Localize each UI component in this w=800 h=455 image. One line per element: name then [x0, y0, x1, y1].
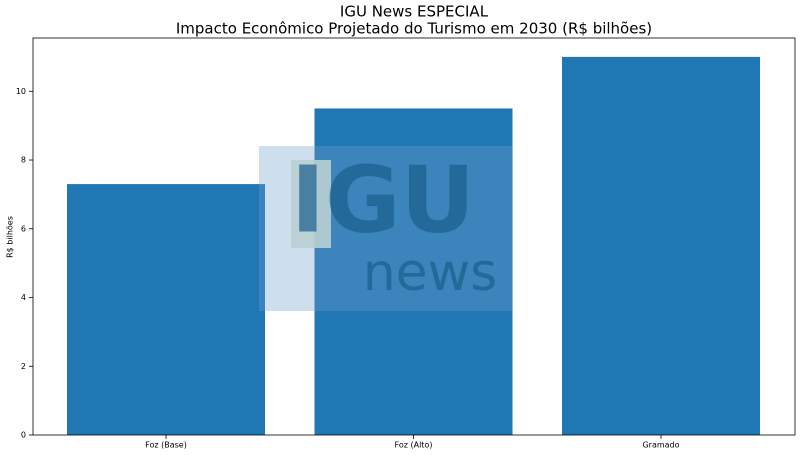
- bar: [562, 56, 760, 436]
- y-tick-label: 0: [21, 431, 26, 440]
- chart-title: IGU News ESPECIAL: [340, 3, 489, 21]
- chart-subtitle: Impacto Econômico Projetado do Turismo e…: [176, 20, 652, 38]
- bar: [67, 184, 265, 435]
- x-tick-label: Foz (Base): [145, 441, 187, 450]
- y-tick-label: 10: [16, 87, 26, 96]
- watermark-green: [291, 160, 331, 248]
- x-tick-label: Foz (Alto): [395, 441, 433, 450]
- y-axis-label: R$ bilhões: [6, 216, 15, 258]
- x-tick-label: Gramado: [642, 441, 679, 450]
- y-tick-label: 2: [21, 362, 26, 371]
- bar: [314, 108, 513, 436]
- watermark-logo: IGU: [291, 146, 475, 253]
- y-tick-label: 8: [21, 156, 26, 165]
- y-tick-label: 4: [21, 293, 26, 302]
- axes-frame: [32, 37, 796, 436]
- watermark-panel: [259, 146, 512, 311]
- watermark-caption: news: [363, 243, 498, 303]
- y-tick-label: 6: [21, 224, 26, 233]
